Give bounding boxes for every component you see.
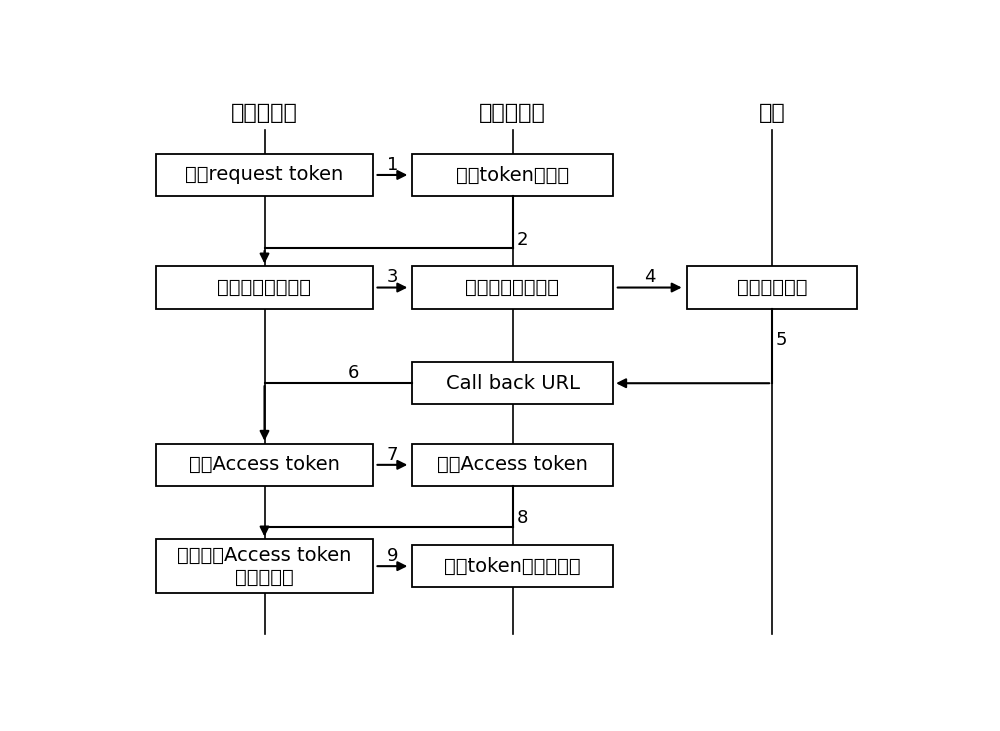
Text: 创建Access token: 创建Access token bbox=[437, 455, 588, 474]
Bar bbox=[412, 444, 613, 486]
Text: 用户进行授权: 用户进行授权 bbox=[737, 278, 807, 297]
Text: 获取request token: 获取request token bbox=[185, 165, 344, 184]
Bar bbox=[412, 545, 613, 587]
Text: 5: 5 bbox=[776, 331, 788, 349]
Bar bbox=[156, 444, 373, 486]
Text: 第三方应用: 第三方应用 bbox=[231, 103, 298, 123]
Text: 获取获取Access token
及用户信息: 获取获取Access token 及用户信息 bbox=[177, 545, 352, 587]
Text: 3: 3 bbox=[387, 268, 398, 287]
Bar bbox=[687, 266, 857, 308]
Text: 2: 2 bbox=[516, 231, 528, 249]
Text: 创建token及密钥: 创建token及密钥 bbox=[456, 165, 569, 184]
Bar bbox=[156, 266, 373, 308]
Text: 认证服务器: 认证服务器 bbox=[479, 103, 546, 123]
Text: 9: 9 bbox=[387, 547, 398, 565]
Text: Call back URL: Call back URL bbox=[446, 374, 580, 393]
Text: 8: 8 bbox=[516, 510, 528, 527]
Bar bbox=[156, 539, 373, 593]
Bar bbox=[412, 362, 613, 404]
Text: 6: 6 bbox=[348, 364, 359, 382]
Bar bbox=[156, 154, 373, 196]
Bar bbox=[412, 266, 613, 308]
Text: 1: 1 bbox=[387, 156, 398, 174]
Text: 将用户进行重定向: 将用户进行重定向 bbox=[218, 278, 312, 297]
Text: 询问用户是否授权: 询问用户是否授权 bbox=[466, 278, 560, 297]
Text: 7: 7 bbox=[387, 446, 398, 463]
Text: 用户: 用户 bbox=[759, 103, 786, 123]
Text: 返回token及用户信息: 返回token及用户信息 bbox=[444, 557, 581, 575]
Text: 换取Access token: 换取Access token bbox=[189, 455, 340, 474]
Bar bbox=[412, 154, 613, 196]
Text: 4: 4 bbox=[644, 268, 655, 287]
